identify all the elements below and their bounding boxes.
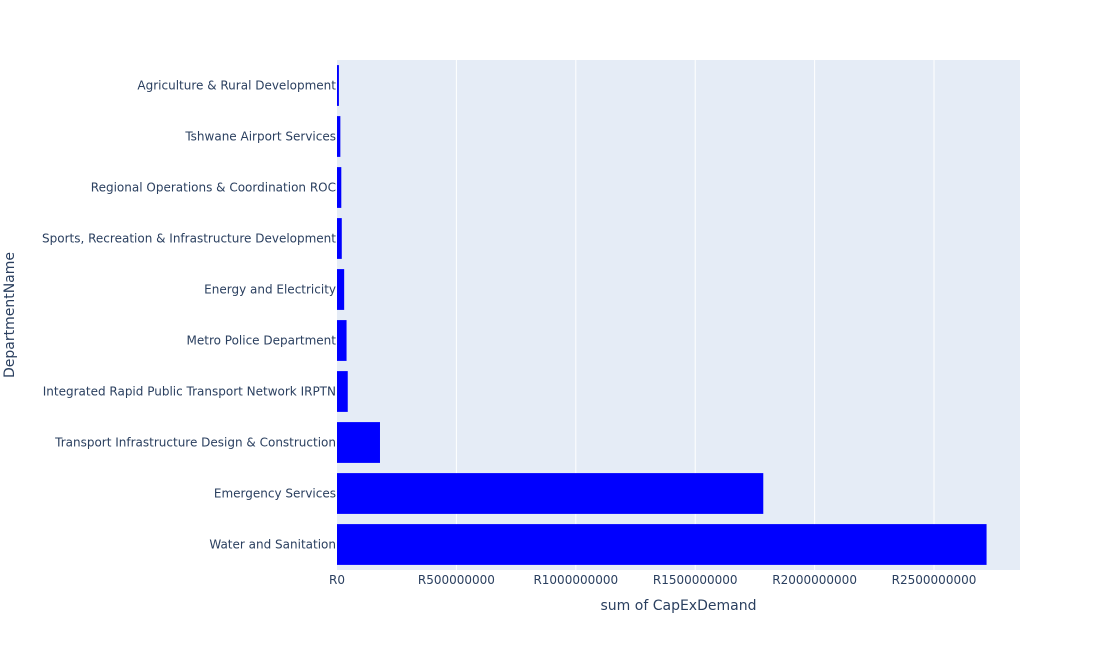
y-tick-label: Metro Police Department [187,334,337,348]
y-axis-title: DepartmentName [2,252,18,378]
bar [337,422,380,463]
bars [337,65,987,565]
y-tick-label: Emergency Services [214,487,336,501]
y-tick-label: Water and Sanitation [209,538,336,552]
bar [337,371,348,412]
bar [337,116,341,157]
x-tick-label: R0 [329,573,345,587]
x-tick-label: R2000000000 [772,573,857,587]
bar [337,65,339,106]
x-tick-label: R1000000000 [533,573,618,587]
bar [337,320,347,361]
y-tick-label: Regional Operations & Coordination ROC [91,181,336,195]
y-axis-ticks: Agriculture & Rural Development Tshwane A… [42,79,336,552]
y-tick-label: Integrated Rapid Public Transport Networ… [43,385,336,399]
bar [337,218,342,259]
y-tick-label: Agriculture & Rural Development [137,79,336,93]
bar [337,167,342,208]
x-tick-label: R1500000000 [653,573,738,587]
x-axis-ticks: R0 R500000000 R1000000000 R1500000000 R20000… [329,573,976,587]
y-tick-label: Energy and Electricity [204,283,336,297]
y-tick-label: Tshwane Airport Services [184,130,336,144]
bar [337,524,987,565]
bar [337,473,764,514]
y-tick-label: Sports, Recreation & Infrastructure Deve… [42,232,336,246]
bar [337,269,345,310]
y-tick-label: Transport Infrastructure Design & Constr… [54,436,336,450]
x-tick-label: R2500000000 [892,573,977,587]
x-tick-label: R500000000 [418,573,495,587]
x-axis-title: sum of CapExDemand [601,598,757,614]
